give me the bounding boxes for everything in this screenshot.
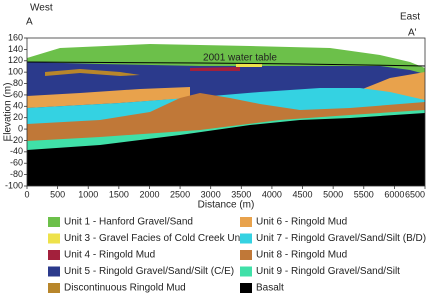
x-tick-label: 5500 — [354, 189, 374, 199]
legend-label: Unit 1 - Hanford Gravel/Sand — [64, 217, 193, 228]
water-table — [26, 61, 426, 67]
x-tick-label: 2000 — [139, 189, 159, 199]
y-tick-label: 20 — [13, 112, 23, 122]
y-tick-label: 100 — [8, 67, 23, 77]
y-tick-label: -60 — [10, 158, 23, 168]
y-tick-label: -100 — [5, 180, 23, 190]
legend-label: Unit 8 - Ringold Mud — [256, 250, 347, 261]
x-tick-label: 3500 — [231, 189, 251, 199]
basalt — [27, 113, 425, 186]
x-tick-label: 1500 — [109, 189, 129, 199]
legend-swatch — [48, 250, 60, 260]
unit-4 — [190, 67, 240, 71]
y-tick-label: 80 — [13, 78, 23, 88]
y-tick-label: 120 — [8, 55, 23, 65]
plot-frame — [26, 37, 426, 187]
legend-swatch — [48, 233, 60, 244]
legend-swatch — [240, 266, 252, 277]
y-tick-label: -80 — [10, 169, 23, 179]
legend-swatch — [240, 283, 252, 293]
legend-label: Basalt — [256, 283, 284, 294]
legend-swatch — [240, 217, 252, 227]
x-tick-label: 5000 — [323, 189, 343, 199]
legend-label: Unit 3 - Gravel Facies of Cold Creek Uni… — [64, 233, 245, 244]
water-table-label: 2001 water table — [203, 53, 277, 64]
y-axis-title: Elevation (m) — [3, 83, 14, 142]
y-tick-label: -20 — [10, 135, 23, 145]
legend-label: Unit 9 - Ringold Gravel/Sand/Silt — [256, 266, 400, 277]
y-tick-label: 160 — [8, 32, 23, 42]
unit-6-left — [27, 87, 190, 108]
y-tick-label: 40 — [13, 101, 23, 111]
y-tick-label: 60 — [13, 89, 23, 99]
legend-swatch — [240, 250, 252, 260]
legend-label: Discontinuous Ringold Mud — [64, 283, 186, 294]
x-tick-label: 2500 — [170, 189, 190, 199]
x-tick-label: 4000 — [262, 189, 282, 199]
x-tick-label: 0 — [24, 189, 29, 199]
legend-swatch — [48, 217, 60, 227]
legend: Unit 1 - Hanford Gravel/Sand Unit 3 - Gra… — [48, 217, 426, 294]
west-label: West — [30, 3, 53, 14]
legend-label: Unit 7 - Ringold Gravel/Sand/Silt (B/D) — [256, 233, 426, 244]
legend-swatch — [48, 283, 60, 293]
layers — [26, 44, 426, 186]
a-prime-label: A' — [408, 28, 417, 39]
east-label: East — [400, 12, 420, 23]
y-tick-label: 0 — [18, 123, 23, 133]
legend-label: Unit 4 - Ringold Mud — [64, 250, 155, 261]
legend-label: Unit 6 - Ringold Mud — [256, 217, 347, 228]
a-label: A — [26, 17, 33, 28]
x-axis-title: Distance (m) — [198, 200, 255, 211]
x-tick-label: 6500 — [405, 189, 425, 199]
x-tick-label: 3000 — [201, 189, 221, 199]
y-tick-label: 140 — [8, 44, 23, 54]
x-tick-label: 500 — [50, 189, 65, 199]
x-tick-label: 6000 — [384, 189, 404, 199]
legend-swatch — [48, 266, 60, 277]
y-tick-label: -40 — [10, 146, 23, 156]
legend-label: Unit 5 - Ringold Gravel/Sand/Silt (C/E) — [64, 266, 234, 277]
legend-swatch — [240, 233, 252, 244]
discontinuous-mud — [45, 69, 140, 76]
x-tick-label: 1000 — [78, 189, 98, 199]
x-tick-label: 4500 — [293, 189, 313, 199]
